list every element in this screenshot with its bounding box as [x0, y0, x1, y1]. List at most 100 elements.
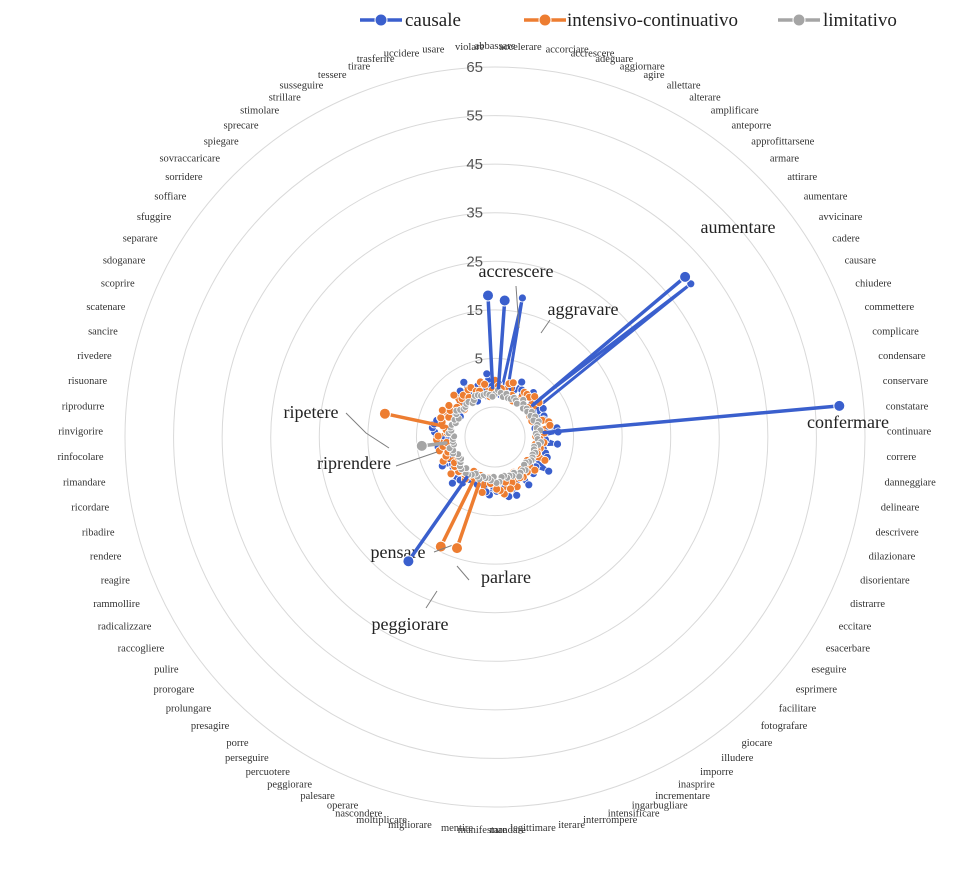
- annotation-label-pensare: pensare: [371, 542, 426, 562]
- leader-line: [425, 590, 438, 609]
- category-label: strillare: [269, 93, 301, 104]
- leader-line: [515, 285, 520, 329]
- category-label: mandare: [490, 825, 526, 836]
- legend-label-causale: causale: [405, 10, 461, 31]
- annotation-label-aggravare: aggravare: [548, 299, 619, 319]
- category-label: accelerare: [499, 42, 542, 53]
- series-lines: [427, 279, 696, 502]
- category-label: mentire: [441, 823, 473, 834]
- spike-pensare: [439, 479, 475, 549]
- category-label: accorciare: [546, 44, 589, 55]
- category-label: esprimere: [796, 684, 838, 695]
- category-label: moltiplicare: [356, 815, 407, 826]
- category-label: percuotere: [246, 767, 291, 778]
- spike-ripetere: [383, 411, 449, 429]
- spike-confermare: [542, 404, 842, 435]
- category-label: sfuggire: [137, 212, 172, 223]
- category-label: intensificare: [608, 809, 660, 820]
- data-point: [530, 392, 540, 402]
- category-label: agire: [644, 70, 665, 81]
- category-label: scatenare: [86, 302, 125, 313]
- category-label: sdoganare: [103, 256, 146, 267]
- category-label: tirare: [348, 61, 370, 72]
- annotation-label-parlare: parlare: [481, 567, 531, 587]
- annotation-label-accrescere: accrescere: [479, 261, 554, 281]
- category-label: usare: [422, 44, 444, 55]
- category-label: facilitare: [779, 703, 817, 714]
- category-label: rammollire: [93, 599, 140, 610]
- data-point: [482, 369, 492, 379]
- category-label: susseguire: [280, 81, 324, 92]
- annotation-label-confermare: confermare: [807, 412, 889, 432]
- category-label: sancire: [88, 326, 118, 337]
- category-label: stimolare: [240, 106, 279, 117]
- category-label: sorridere: [165, 172, 203, 183]
- category-label: constatare: [886, 401, 929, 412]
- category-label: perseguire: [225, 753, 269, 764]
- leader-line: [433, 544, 454, 553]
- data-point: [512, 490, 522, 500]
- spike-aumentare: [531, 275, 687, 407]
- category-label: esacerbare: [826, 644, 871, 655]
- grid-ring: [270, 212, 720, 662]
- radial-tick-labels: 5 15 25 35 45 55 65: [466, 59, 483, 367]
- data-point: [477, 487, 487, 497]
- category-label: manifestare: [458, 825, 507, 836]
- category-label: sovraccaricare: [159, 154, 220, 165]
- grid-ring: [415, 357, 575, 517]
- category-label: imporre: [700, 767, 734, 778]
- legend-label-intensivo-continuativo: intensivo-continuativo: [567, 10, 738, 31]
- spike-parlare: [455, 482, 481, 550]
- category-label: radicalizzare: [98, 622, 152, 633]
- category-label: porre: [226, 738, 248, 749]
- category-label: commettere: [865, 302, 915, 313]
- category-label: palesare: [300, 791, 335, 802]
- category-label: separare: [123, 233, 158, 244]
- category-label: pulire: [154, 664, 179, 675]
- category-label: violare: [455, 42, 484, 53]
- data-point: [446, 469, 456, 479]
- spike-accrescere: [486, 293, 495, 390]
- category-label: soffiare: [154, 191, 186, 202]
- category-label: abbassare: [475, 41, 516, 52]
- r-tick-label: 25: [466, 253, 483, 270]
- leader-line: [456, 565, 470, 581]
- category-label: continuare: [887, 427, 932, 438]
- leader-line: [395, 451, 438, 467]
- category-label: amplificare: [711, 106, 759, 117]
- category-label: conservare: [883, 376, 929, 387]
- category-label: presagire: [191, 721, 230, 732]
- category-label: migliorare: [388, 820, 432, 831]
- data-point: [459, 377, 469, 387]
- data-point: [506, 484, 515, 494]
- data-point: [553, 439, 562, 449]
- annotation-label-ripetere: ripetere: [284, 402, 339, 422]
- category-label: attirare: [787, 172, 817, 183]
- r-tick-label: 15: [466, 302, 483, 319]
- annotation-label-peggiorare: peggiorare: [372, 614, 449, 634]
- data-point: [433, 431, 443, 441]
- category-label: rendere: [90, 552, 122, 563]
- grid-ring: [367, 309, 623, 565]
- category-label: legittimare: [510, 823, 556, 834]
- category-label: giocare: [742, 738, 773, 749]
- category-label: anteporre: [732, 120, 772, 131]
- r-tick-label: 55: [466, 108, 483, 125]
- category-label: illudere: [721, 753, 753, 764]
- category-label: fotografare: [761, 721, 808, 732]
- category-label: riprodurre: [62, 401, 105, 412]
- legend-label-limitativo: limitativo: [823, 10, 897, 31]
- category-label: nascondere: [335, 809, 383, 820]
- category-label: ricordare: [71, 503, 109, 514]
- spike-point-riprendere: [415, 439, 428, 452]
- spike-point-peggiorare: [402, 555, 415, 568]
- data-point: [545, 420, 555, 430]
- annotation-label-riprendere: riprendere: [317, 453, 391, 473]
- category-label: prolungare: [166, 703, 212, 714]
- category-label: adeguare: [595, 54, 633, 65]
- category-label: danneggiare: [885, 477, 937, 488]
- spike-point-ripetere: [378, 407, 391, 420]
- category-label: approfittarsene: [751, 136, 814, 147]
